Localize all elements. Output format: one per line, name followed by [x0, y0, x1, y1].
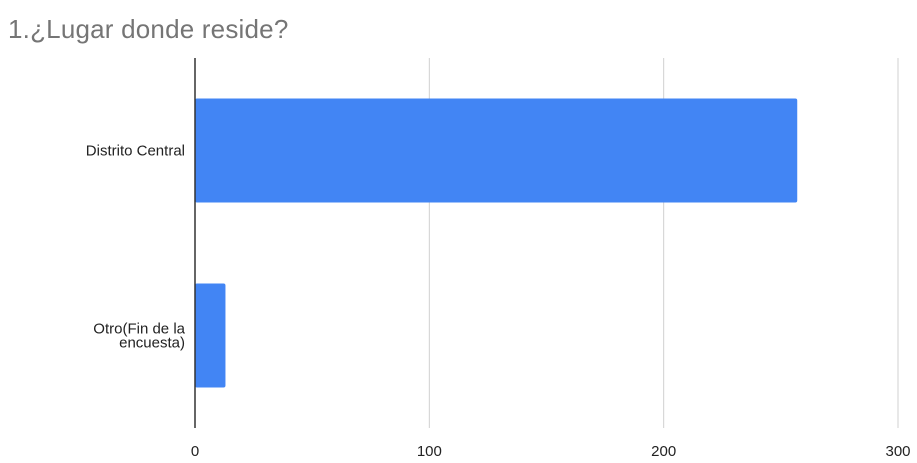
- category-label: encuesta): [119, 335, 185, 352]
- x-tick-label: 0: [191, 443, 199, 460]
- category-label: Otro(Fin de la: [93, 321, 185, 338]
- x-tick-labels: 0 100 200 300: [191, 443, 911, 460]
- x-tick-label: 300: [885, 443, 910, 460]
- x-tick-label: 200: [651, 443, 676, 460]
- bar: [195, 283, 226, 388]
- category-label: Distrito Central: [86, 143, 185, 160]
- chart-title: 1.¿Lugar donde reside?: [8, 14, 289, 44]
- x-tick-label: 100: [417, 443, 442, 460]
- bars: [195, 98, 798, 388]
- bar: [195, 98, 798, 203]
